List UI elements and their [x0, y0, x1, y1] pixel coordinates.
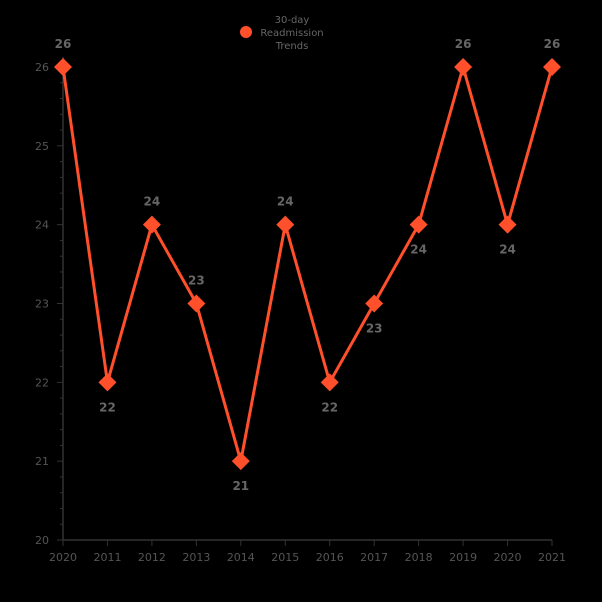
x-tick-label: 2019 — [449, 551, 477, 564]
data-label: 23 — [366, 322, 383, 336]
y-tick-label: 23 — [35, 298, 49, 311]
y-tick-label: 24 — [35, 219, 49, 232]
y-tick-label: 22 — [35, 376, 49, 389]
x-tick-label: 2013 — [182, 551, 210, 564]
x-tick-label: 2017 — [360, 551, 388, 564]
series-line — [61, 61, 554, 462]
x-tick-label: 2018 — [405, 551, 433, 564]
series-layer — [54, 58, 561, 471]
x-tick-label: 2021 — [538, 551, 566, 564]
data-label: 24 — [499, 243, 516, 257]
data-point-marker — [98, 373, 117, 392]
data-label: 21 — [232, 479, 249, 493]
data-label: 22 — [321, 400, 338, 414]
x-tick-label: 2015 — [271, 551, 299, 564]
x-tick-label: 2020 — [49, 551, 77, 564]
legend-marker-icon — [240, 26, 252, 38]
data-point-marker — [365, 294, 384, 313]
legend-label-line-1: 30-day — [275, 15, 310, 26]
data-label: 24 — [277, 195, 294, 209]
y-tick-label: 20 — [35, 534, 49, 547]
data-point-marker — [54, 58, 72, 76]
data-point-marker — [409, 215, 428, 234]
data-point-marker — [276, 215, 295, 234]
x-tick-label: 2016 — [316, 551, 344, 564]
data-point-marker — [142, 215, 161, 234]
data-point-marker — [320, 373, 339, 392]
data-point-marker — [543, 58, 561, 76]
x-tick-label: 2011 — [93, 551, 121, 564]
data-point-marker — [187, 294, 206, 313]
data-labels-layer: 26 22 24 23 21 24 22 23 24 26 24 26 — [55, 37, 561, 493]
x-tick-label: 2014 — [227, 551, 255, 564]
data-label: 26 — [55, 37, 72, 51]
data-point-marker — [498, 215, 517, 234]
x-tick-label: 2020 — [494, 551, 522, 564]
data-label: 26 — [544, 37, 561, 51]
x-tick-label: 2012 — [138, 551, 166, 564]
data-label: 24 — [410, 243, 427, 257]
data-label: 26 — [455, 37, 472, 51]
legend: 30-day Readmission Trends — [240, 15, 324, 52]
data-label: 22 — [99, 400, 116, 414]
legend-label-line-3: Trends — [275, 41, 309, 52]
y-tick-label: 21 — [35, 455, 49, 468]
data-point-marker — [454, 58, 473, 76]
data-label: 24 — [144, 195, 161, 209]
y-tick-label: 26 — [35, 61, 49, 74]
data-label: 23 — [188, 274, 205, 288]
legend-label-line-2: Readmission — [260, 28, 323, 39]
y-tick-label: 25 — [35, 140, 49, 153]
data-point-marker — [231, 452, 250, 471]
